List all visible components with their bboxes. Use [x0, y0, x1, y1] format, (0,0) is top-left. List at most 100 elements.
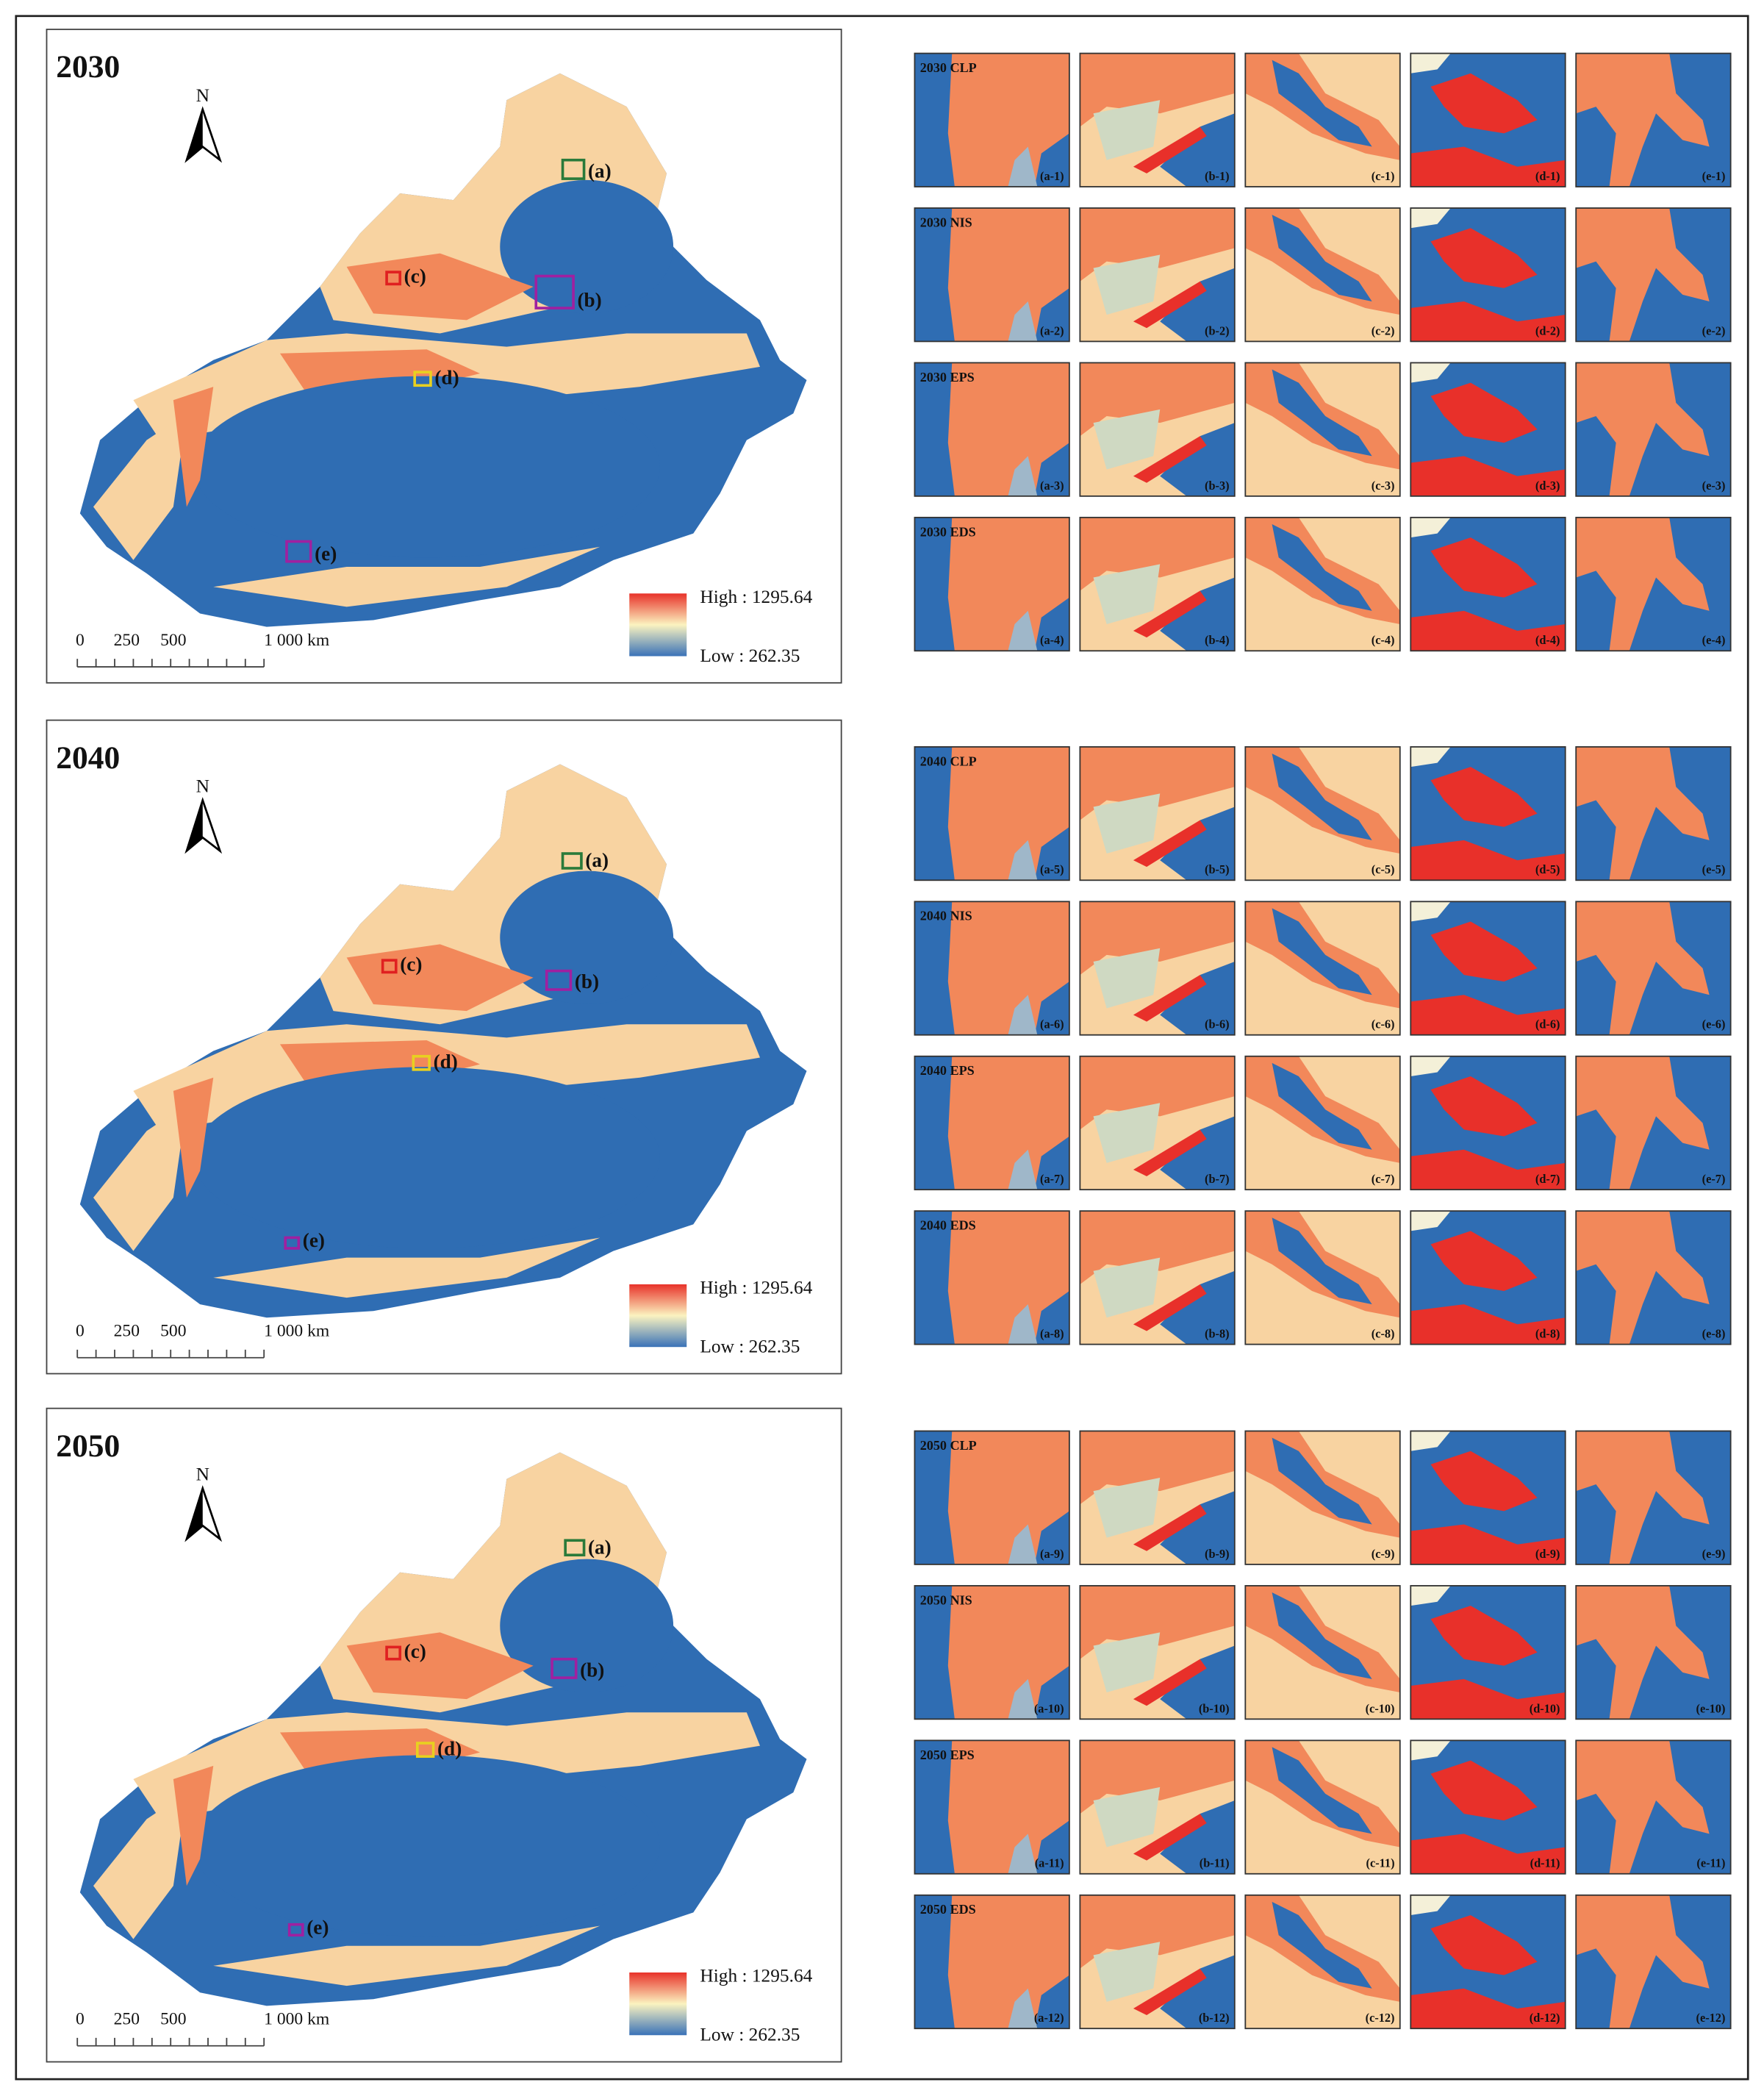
map-frame [46, 719, 842, 1375]
tile-frame [1244, 362, 1401, 497]
tile-frame [1575, 1430, 1732, 1565]
scenario-label: 2050 EDS [920, 1902, 976, 1917]
tile-label: (e-4) [1702, 633, 1726, 647]
tile-label: (c-4) [1372, 633, 1395, 647]
tile-label: (a-12) [1034, 2011, 1064, 2025]
inset-label: (e) [306, 1916, 329, 1938]
scale-label: 250 [114, 631, 140, 650]
tile-area [1430, 1915, 1538, 1975]
inset-box [385, 1645, 402, 1661]
legend-low: Low : 262.35 [700, 1336, 800, 1356]
tile-content [1576, 362, 1731, 496]
map-basin [193, 1067, 660, 1248]
tile-area [1430, 73, 1538, 134]
tile-area [1410, 1524, 1566, 1564]
inset-tile: (c-6) [1244, 901, 1401, 1036]
tile-area [1430, 382, 1538, 443]
scale-label: 250 [114, 1322, 140, 1341]
tile-label: (a-1) [1040, 169, 1064, 183]
tile-area [1430, 1076, 1538, 1137]
tile-content [914, 901, 1069, 1035]
tile-content [1245, 1740, 1400, 1874]
tile-area [1410, 301, 1566, 342]
inset-tile: (e-3) [1575, 362, 1732, 497]
tile-area [947, 362, 1069, 496]
tile-frame [914, 207, 1070, 343]
tile-content [1576, 1056, 1731, 1190]
tile-area [1160, 1491, 1235, 1564]
tile-area [1160, 806, 1235, 881]
tile-label: (c-5) [1372, 862, 1395, 876]
legend-ramp [629, 1972, 687, 2036]
inset-box [545, 969, 573, 991]
inset-label: (b) [577, 289, 601, 311]
tile-frame [1244, 1894, 1401, 2030]
scenario-label: 2030 EDS [920, 524, 976, 539]
tile-label: (b-12) [1199, 2011, 1230, 2025]
tile-area [1160, 1955, 1235, 2029]
tile-frame [1575, 1585, 1732, 1720]
inset-tile: (c-2) [1244, 207, 1401, 343]
tile-frame [1575, 1739, 1732, 1875]
inset-tile: (a-12) 2050 EDS [914, 1894, 1070, 2030]
inset-tile: (b-8) [1079, 1210, 1236, 1345]
tile-content [1080, 1431, 1235, 1564]
tile-label: (d-2) [1535, 323, 1560, 337]
inset-box [284, 1236, 301, 1250]
tile-label: (e-3) [1702, 479, 1726, 493]
tile-content [1245, 746, 1400, 881]
scenario-label: 2050 NIS [920, 1592, 972, 1607]
tile-label: (e-8) [1702, 1327, 1726, 1341]
tile-content [914, 1211, 1069, 1345]
tile-area [1160, 1270, 1235, 1345]
inset-tile: (d-3) [1410, 362, 1566, 497]
tile-area [1008, 1988, 1038, 2029]
tile-label: (c-6) [1372, 1017, 1395, 1031]
inset-tile: (c-12) [1244, 1894, 1401, 2030]
tile-frame [1244, 1739, 1401, 1875]
inset-label: (d) [434, 366, 459, 388]
tile-area [947, 746, 1069, 881]
tile-label: (c-9) [1372, 1547, 1395, 1561]
tile-label: (c-7) [1372, 1172, 1395, 1186]
tile-label: (e-2) [1702, 323, 1726, 337]
map-basin [500, 870, 674, 1004]
tile-label: (e-9) [1702, 1547, 1726, 1561]
inset-tile: (b-3) [1079, 362, 1236, 497]
tile-area [1160, 113, 1235, 187]
tile-frame [1244, 516, 1401, 652]
scenario-label: 2040 NIS [920, 909, 972, 923]
tile-area [1093, 793, 1161, 854]
tile-label: (d-3) [1535, 479, 1560, 493]
tile-area [1160, 1800, 1235, 1874]
tile-area [1576, 1740, 1710, 1874]
tile-content [1576, 1585, 1731, 1720]
map-area [346, 1632, 534, 1700]
scale-label: 1 000 km [264, 1322, 329, 1341]
tile-label: (a-6) [1040, 1017, 1064, 1031]
tile-area [1272, 908, 1372, 995]
tile-area [1133, 126, 1207, 174]
tile-area [1272, 1592, 1372, 1679]
scenario-label: 2030 EPS [920, 370, 975, 384]
tile-area [1133, 281, 1207, 329]
tile-area [1080, 208, 1235, 282]
tile-content [1245, 1211, 1400, 1345]
scale-label: 0 [76, 2010, 85, 2029]
tile-frame [1575, 745, 1732, 881]
inset-label: (c) [404, 1640, 426, 1662]
tile-label: (d-10) [1530, 1701, 1560, 1715]
tile-area [1576, 362, 1710, 496]
map-area [93, 413, 187, 560]
tile-area [1133, 1129, 1207, 1177]
tile-label: (e-10) [1696, 1701, 1726, 1715]
tile-content [1576, 208, 1731, 342]
tile-content [1576, 746, 1731, 881]
inset-label: (c) [404, 265, 426, 287]
map-area [213, 1237, 600, 1298]
tile-label: (a-9) [1040, 1547, 1064, 1561]
inset-tile: (c-5) [1244, 745, 1401, 881]
inset-tile: (c-1) [1244, 52, 1401, 187]
tile-label: (b-3) [1205, 479, 1230, 493]
tile-area [1008, 995, 1038, 1035]
